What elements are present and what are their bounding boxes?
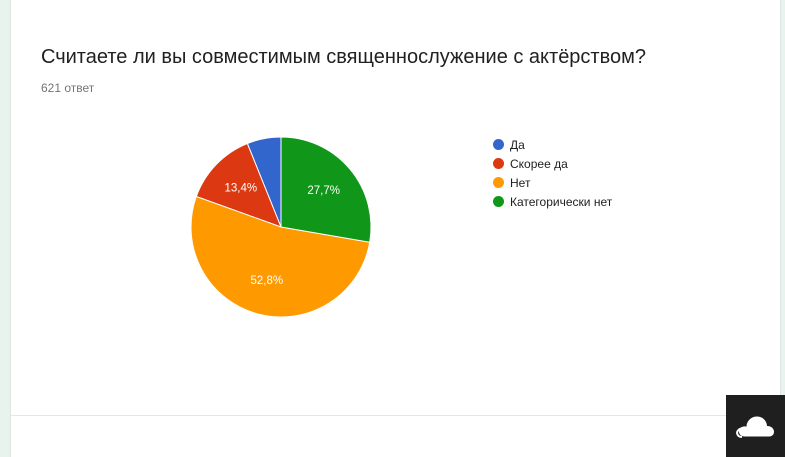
legend-item: Да — [493, 135, 612, 154]
legend-swatch — [493, 139, 504, 150]
slice-data-label: 13,4% — [225, 182, 258, 194]
cloud-button[interactable] — [726, 395, 785, 457]
response-card — [10, 0, 781, 457]
legend-item: Категорически нет — [493, 192, 612, 211]
card-divider — [10, 415, 779, 416]
legend-swatch — [493, 158, 504, 169]
legend-label: Скорее да — [510, 156, 568, 171]
legend-label: Да — [510, 137, 525, 152]
legend-item: Скорее да — [493, 154, 612, 173]
cloud-icon — [735, 415, 775, 438]
legend-swatch — [493, 177, 504, 188]
response-count: 621 ответ — [41, 81, 95, 95]
slice-data-label: 27,7% — [307, 185, 340, 197]
pie-slice — [195, 142, 282, 228]
slice-data-label: 52,8% — [250, 275, 283, 287]
chart-legend: Да Скорее да Нет Категорически нет — [493, 135, 612, 211]
question-title: Считаете ли вы совместимым священнослуже… — [41, 46, 646, 68]
legend-item: Нет — [493, 173, 612, 192]
pie-slice — [190, 195, 371, 318]
legend-label: Категорически нет — [510, 194, 613, 209]
pie-slice — [280, 136, 372, 243]
legend-label: Нет — [510, 175, 531, 190]
legend-swatch — [493, 196, 504, 207]
